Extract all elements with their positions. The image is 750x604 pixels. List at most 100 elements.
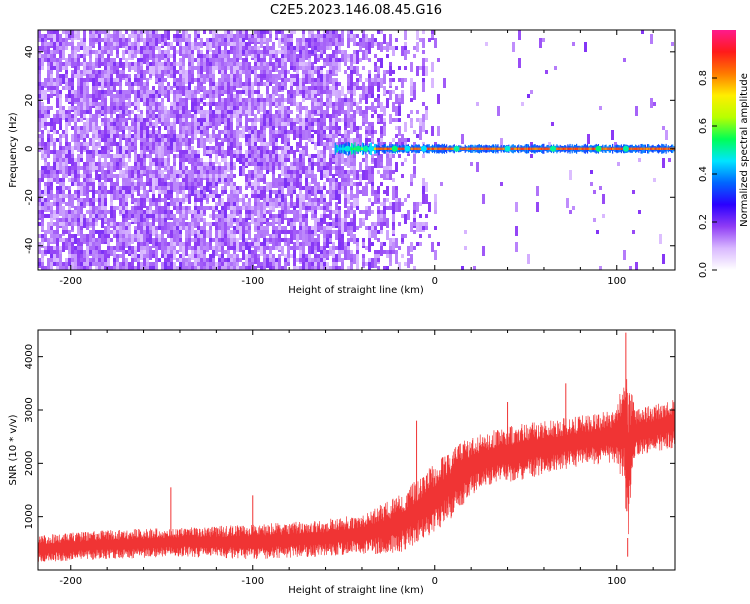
heatmap-cell (56, 138, 59, 142)
heatmap-cell (152, 62, 155, 66)
heatmap-cell (287, 206, 290, 210)
heatmap-cell (179, 122, 182, 132)
heatmap-cell (392, 178, 395, 182)
heatmap-cell (47, 186, 50, 190)
heatmap-cell (398, 102, 401, 106)
heatmap-cell (380, 242, 383, 246)
heatmap-cell (323, 62, 326, 66)
heatmap-cell (95, 74, 98, 84)
heatmap-cell (161, 98, 164, 102)
heatmap-cell (215, 114, 218, 118)
heatmap-cell (128, 250, 131, 254)
heatmap-cell (116, 98, 119, 102)
heatmap-cell (263, 154, 266, 158)
heatmap-cell (77, 182, 80, 186)
heatmap-cell (215, 126, 218, 130)
heatmap-cell (167, 90, 170, 100)
heatmap-cell (149, 266, 152, 270)
heatmap-cell (392, 46, 395, 56)
heatmap-cell (167, 254, 170, 264)
heatmap-cell (293, 98, 296, 102)
heatmap-cell (125, 266, 128, 270)
heatmap-cell (128, 74, 131, 78)
heatmap-cell (146, 82, 149, 86)
heatmap-cell (356, 82, 359, 86)
heatmap-cell (368, 206, 371, 216)
heatmap-cell (419, 234, 422, 238)
heatmap-cell (350, 138, 353, 142)
heatmap-cell (221, 266, 224, 270)
heatmap-cell (257, 94, 260, 98)
heatmap-cell (251, 262, 254, 266)
heatmap-cell (101, 138, 104, 142)
heatmap-cell (419, 38, 422, 42)
heatmap-cell (191, 182, 194, 186)
heatmap-cell (95, 242, 98, 246)
heatmap-cell (59, 238, 62, 242)
heatmap-cell (182, 150, 185, 154)
heatmap-cell (314, 118, 317, 122)
heatmap-cell (200, 78, 203, 82)
heatmap-cell (404, 78, 407, 82)
heatmap-cell (104, 50, 107, 54)
heatmap-cell (380, 142, 383, 146)
heatmap-cell (221, 190, 224, 194)
heatmap-cell (83, 250, 86, 254)
heatmap-cell (86, 226, 89, 230)
heatmap-cell (146, 226, 149, 230)
heatmap-cell (125, 230, 128, 240)
heatmap-cell (83, 258, 86, 262)
heatmap-cell (188, 186, 191, 190)
heatmap-cell (41, 210, 44, 214)
heatmap-cell (233, 238, 236, 242)
heatmap-cell (68, 194, 71, 204)
heatmap-cell (179, 238, 182, 242)
heatmap-cell (125, 178, 128, 188)
heatmap-cell (188, 222, 191, 226)
heatmap-cell (272, 166, 275, 170)
heatmap-cell (209, 74, 212, 78)
heatmap-cell (131, 138, 134, 142)
heatmap-cell (104, 126, 107, 136)
heatmap-cell (95, 190, 98, 194)
heatmap-cell (95, 98, 98, 102)
heatmap-cell (164, 118, 167, 122)
heatmap-cell (155, 250, 158, 260)
heatmap-cell (164, 42, 167, 46)
heatmap-cell (206, 126, 209, 130)
heatmap-cell (59, 110, 62, 114)
heatmap-cell (89, 74, 92, 78)
heatmap-cell (380, 230, 383, 234)
heatmap-cell (116, 226, 119, 230)
heatmap-cell (170, 202, 173, 206)
heatmap-cell (203, 146, 206, 156)
heatmap-cell (275, 238, 278, 248)
heatmap-cell (398, 126, 401, 136)
heatmap-cell (101, 194, 104, 204)
heatmap-cell (209, 246, 212, 250)
heatmap-cell (290, 86, 293, 96)
heatmap-cell (101, 206, 104, 210)
heatmap-cell (221, 110, 224, 114)
heatmap-cell (311, 106, 314, 110)
heatmap-cell (392, 170, 395, 174)
heatmap-cell (65, 78, 68, 82)
heatmap-cell (194, 122, 197, 126)
heatmap-cell (332, 78, 335, 88)
heatmap-cell (47, 50, 50, 54)
heatmap-cell (194, 258, 197, 262)
heatmap-cell (257, 50, 260, 54)
heatmap-cell (254, 122, 257, 126)
heatmap-cell (311, 178, 314, 182)
heatmap-cell (128, 82, 131, 86)
heatmap-cell (422, 114, 425, 124)
heatmap-cell (113, 246, 116, 250)
heatmap-cell (374, 254, 377, 258)
heatmap-cell (101, 122, 104, 126)
heatmap-cell (287, 218, 290, 222)
heatmap-cell (305, 42, 308, 52)
heatmap-cell (329, 194, 332, 204)
heatmap-cell (443, 78, 446, 88)
heatmap-cell (188, 74, 191, 84)
heatmap-cell (164, 30, 167, 34)
